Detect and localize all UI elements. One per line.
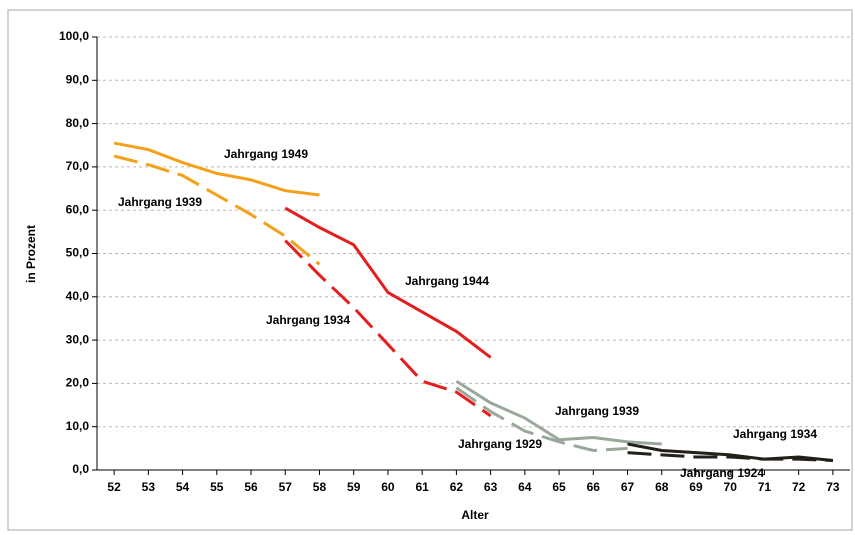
series-label: Jahrgang 1939	[555, 404, 639, 418]
x-tick-label: 62	[450, 480, 464, 494]
x-tick-label: 55	[210, 480, 224, 494]
y-tick-label: 70,0	[66, 159, 90, 173]
series-line	[113, 154, 321, 266]
series-line	[627, 451, 833, 462]
y-tick-label: 30,0	[66, 332, 90, 346]
x-tick-label: 57	[279, 480, 293, 494]
y-tick-label: 10,0	[66, 419, 90, 433]
series-label: Jahrgang 1929	[458, 437, 542, 451]
series-line	[284, 239, 492, 418]
x-tick-label: 63	[484, 480, 498, 494]
series-label: Jahrgang 1924	[680, 466, 764, 480]
x-tick-label: 73	[826, 480, 840, 494]
series-label: Jahrgang 1934	[266, 313, 350, 327]
y-tick-label: 20,0	[66, 376, 90, 390]
x-tick-label: 65	[552, 480, 566, 494]
series-line	[455, 379, 662, 446]
series-label: Jahrgang 1949	[224, 147, 308, 161]
series-label: Jahrgang 1934	[733, 427, 817, 441]
x-tick-label: 70	[724, 480, 738, 494]
x-tick-label: 53	[142, 480, 156, 494]
x-tick-label: 56	[244, 480, 258, 494]
series-line	[627, 442, 834, 462]
x-tick-label: 54	[176, 480, 190, 494]
series-label: Jahrgang 1944	[405, 274, 489, 288]
chart-border	[7, 9, 853, 531]
x-tick-label: 67	[621, 480, 635, 494]
x-tick-label: 52	[107, 480, 121, 494]
y-tick-label: 40,0	[66, 289, 90, 303]
x-tick-label: 72	[792, 480, 806, 494]
y-tick-label: 0,0	[72, 462, 89, 476]
x-tick-label: 66	[587, 480, 601, 494]
y-tick-label: 90,0	[66, 72, 90, 86]
x-tick-label: 69	[689, 480, 703, 494]
x-axis-title: Alter	[461, 508, 489, 522]
y-axis-title: in Prozent	[24, 225, 38, 283]
x-tick-label: 58	[313, 480, 327, 494]
y-tick-label: 50,0	[66, 246, 90, 260]
series-line	[455, 386, 628, 453]
x-tick-label: 59	[347, 480, 361, 494]
series-line	[284, 206, 492, 359]
x-tick-label: 60	[381, 480, 395, 494]
y-tick-label: 80,0	[66, 116, 90, 130]
series-label: Jahrgang 1939	[118, 195, 202, 209]
series-line	[113, 141, 320, 197]
y-tick-label: 60,0	[66, 202, 90, 216]
y-tick-label: 100,0	[59, 29, 89, 43]
x-tick-label: 61	[415, 480, 429, 494]
x-tick-label: 71	[758, 480, 772, 494]
x-tick-label: 64	[518, 480, 532, 494]
x-tick-label: 68	[655, 480, 669, 494]
